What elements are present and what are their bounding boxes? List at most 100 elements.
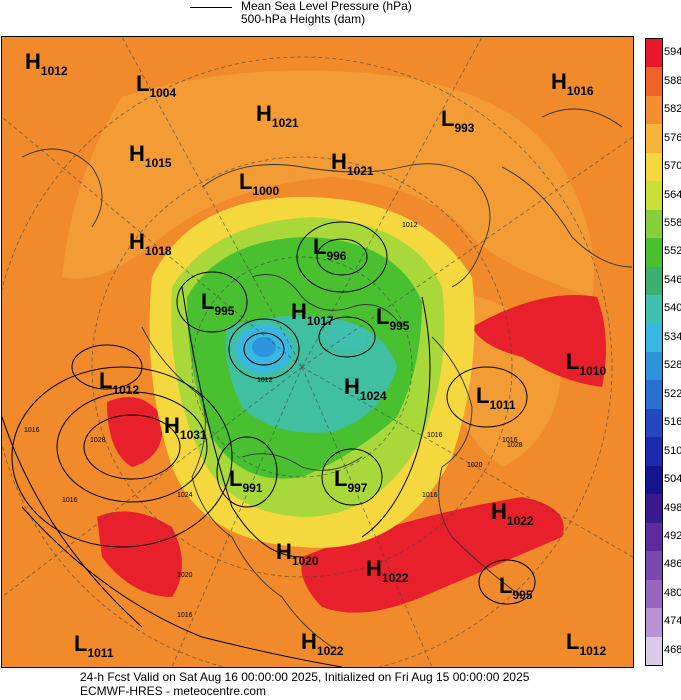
colorbar-swatch (646, 67, 662, 97)
colorbar-label: 576 (664, 131, 681, 144)
colorbar-swatch (646, 437, 662, 467)
high-pressure-center: H1015 (129, 141, 172, 170)
colorbar-label: 492 (664, 529, 681, 542)
low-pressure-center: L995 (499, 573, 533, 602)
high-pressure-center: H1024 (344, 374, 387, 403)
low-pressure-center: L1012 (99, 368, 139, 397)
colorbar-label: 594 (664, 46, 681, 59)
map-zone-warm-south (301, 497, 564, 613)
isobar-label: 1012 (257, 377, 273, 384)
isobar-label: 1016 (62, 497, 78, 504)
colorbar-swatch (646, 209, 662, 239)
footer-valid-time: 24-h Fcst Valid on Sat Aug 16 00:00:00 2… (80, 670, 530, 684)
colorbar-label: 528 (664, 359, 681, 372)
isobar-label: 1016 (24, 427, 40, 434)
high-pressure-center: H1017 (291, 299, 334, 328)
high-pressure-center: H1020 (276, 539, 319, 568)
low-pressure-center: L1011 (476, 383, 516, 412)
colorbar-label: 480 (664, 586, 681, 599)
colorbar-label: 552 (664, 245, 681, 258)
isobar-label: 1016 (427, 432, 443, 439)
colorbar-label: 522 (664, 387, 681, 400)
low-pressure-center: L995 (376, 304, 410, 333)
colorbar-swatch (646, 636, 662, 666)
high-pressure-center: H1021 (331, 149, 374, 178)
colorbar-label: 546 (664, 273, 681, 286)
isobar-label: 1016 (502, 437, 518, 444)
isobar-label: 1016 (177, 612, 193, 619)
isobar-label: 1028 (90, 437, 106, 444)
high-pressure-center: H1031 (164, 413, 207, 442)
colorbar-label: 570 (664, 160, 681, 173)
low-pressure-center: L995 (201, 289, 235, 318)
colorbar-label: 474 (664, 615, 681, 628)
low-pressure-center: L991 (229, 466, 263, 495)
colorbar-swatch (646, 238, 662, 268)
legend-header: Mean Sea Level Pressure (hPa) 500-hPa He… (0, 0, 681, 36)
low-pressure-center: L1010 (566, 349, 606, 378)
colorbar-label: 588 (664, 74, 681, 87)
colorbar-swatch (646, 152, 662, 182)
colorbar-swatch (646, 465, 662, 495)
colorbar-swatch (646, 608, 662, 638)
low-pressure-center: L997 (334, 466, 368, 495)
isobar-label: 1020 (467, 462, 483, 469)
colorbar-swatch (646, 551, 662, 581)
colorbar (645, 38, 663, 666)
graticule (2, 37, 633, 667)
map-zone-warm-w (107, 397, 163, 467)
colorbar-swatch (646, 295, 662, 325)
colorbar-swatch (646, 95, 662, 125)
map-zone-teal-core (327, 323, 367, 351)
colorbar-label: 516 (664, 416, 681, 429)
high-pressure-center: H1022 (366, 556, 409, 585)
colorbar-swatch (646, 181, 662, 211)
isobar-label: 1028 (507, 442, 523, 449)
colorbar-label: 498 (664, 501, 681, 514)
high-pressure-center: H1022 (491, 499, 534, 528)
colorbar-swatch (646, 323, 662, 353)
colorbar-label: 564 (664, 188, 681, 201)
high-pressure-center: H1012 (25, 49, 68, 78)
colorbar-label: 558 (664, 216, 681, 229)
colorbar-label: 540 (664, 302, 681, 315)
weather-map: 1012 1016 1016 1028 1024 1020 1016 1016 … (1, 36, 634, 668)
isobar-label: 1020 (177, 572, 193, 579)
isobar-label: 1016 (422, 492, 438, 499)
pressure-centers: H1012 L1004 H1021 L993 H1016 H1015 L1000 H1021 L… (25, 49, 606, 660)
map-zone-warm-east (472, 295, 606, 387)
colorbar-label: 510 (664, 444, 681, 457)
high-pressure-center: H1018 (129, 229, 172, 258)
low-pressure-center: L1011 (74, 631, 114, 660)
isobar-labels: 1012 1016 1016 1028 1024 1020 1016 1016 … (24, 222, 523, 619)
high-pressure-center: H1022 (301, 629, 344, 658)
high-pressure-center: H1016 (551, 69, 594, 98)
isobar-label: 1024 (177, 492, 193, 499)
footer: 24-h Fcst Valid on Sat Aug 16 00:00:00 2… (0, 668, 681, 700)
colorbar-label: 534 (664, 330, 681, 343)
colorbar-swatch (646, 266, 662, 296)
low-pressure-center: L993 (441, 106, 475, 135)
colorbar-label: 486 (664, 558, 681, 571)
isobar-label: 1012 (402, 222, 418, 229)
high-pressure-center: H1021 (256, 101, 299, 130)
low-pressure-center: L1004 (136, 71, 176, 100)
coastlines (21, 108, 633, 648)
colorbar-swatch (646, 124, 662, 154)
colorbar-swatch (646, 522, 662, 552)
colorbar-swatch (646, 352, 662, 381)
legend-mslp-label: Mean Sea Level Pressure (hPa) (241, 0, 412, 13)
legend-heights-label: 500-hPa Heights (dam) (241, 12, 366, 26)
colorbar-label: 582 (664, 103, 681, 116)
map-zone-blue-core (252, 337, 276, 357)
isobars (2, 221, 536, 667)
map-zone-warm-sw (97, 511, 182, 597)
colorbar-label: 504 (664, 473, 681, 486)
low-pressure-center: L1012 (566, 629, 606, 658)
map-zone-light-orange (62, 70, 594, 297)
low-pressure-center: L1000 (239, 169, 279, 198)
legend-line-symbol (190, 7, 232, 8)
footer-source: ECMWF-HRES - meteocentre.com (80, 684, 267, 698)
colorbar-swatch (646, 39, 662, 68)
colorbar-swatch (646, 494, 662, 524)
